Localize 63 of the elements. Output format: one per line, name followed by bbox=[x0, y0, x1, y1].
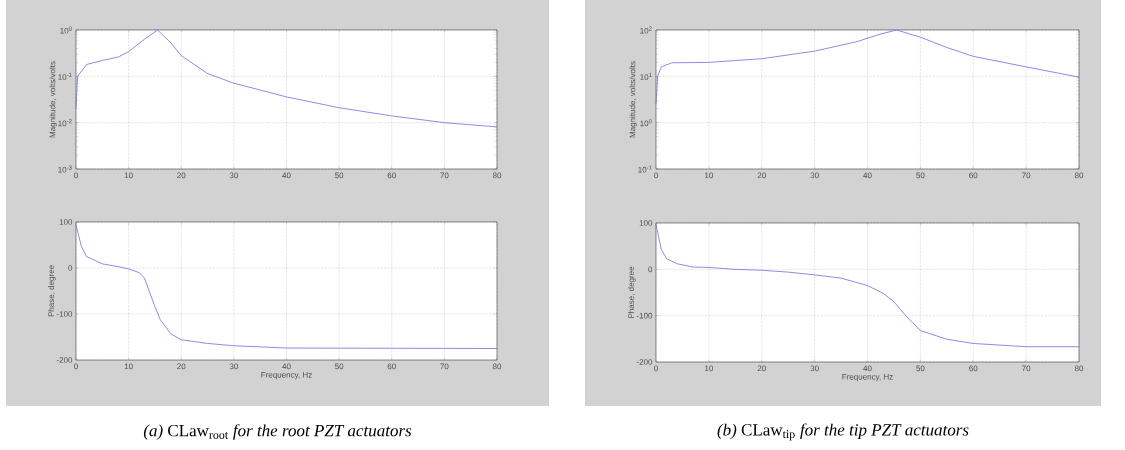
y-tick-label: 10$^{0}$ bbox=[640, 119, 652, 127]
x-tick-label: 60 bbox=[969, 365, 978, 372]
y-tick-label: 10$^{-1}$ bbox=[58, 72, 72, 80]
x-tick-label: 30 bbox=[810, 172, 819, 179]
x-tick-label: 40 bbox=[863, 365, 872, 372]
y-axis-title: Magnitude, volts/volts bbox=[49, 61, 57, 138]
x-tick-label: 10 bbox=[705, 365, 714, 372]
x-tick-label: 40 bbox=[282, 172, 291, 179]
x-tick-label: 20 bbox=[757, 172, 766, 179]
x-tick-label: 70 bbox=[440, 172, 449, 179]
y-tick-label: 10$^{1}$ bbox=[640, 72, 652, 80]
x-tick-label: 0 bbox=[74, 172, 78, 179]
x-tick-label: 60 bbox=[969, 172, 978, 179]
x-tick-label: 60 bbox=[387, 172, 396, 179]
y-tick-label: 100 bbox=[639, 220, 653, 226]
x-tick-label: 10 bbox=[705, 172, 714, 179]
text: (a) CLaw$_{root}$ for the root PZT actuators bbox=[143, 424, 412, 440]
x-tick-label: 0 bbox=[74, 363, 78, 370]
y-tick-label: 0 bbox=[68, 265, 73, 271]
x-tick-label: 80 bbox=[492, 363, 502, 370]
y-tick-label: 0 bbox=[648, 266, 653, 273]
x-tick-label: 30 bbox=[810, 365, 819, 372]
x-tick-label: 0 bbox=[654, 365, 658, 372]
x-tick-label: 60 bbox=[387, 363, 396, 370]
x-tick-label: 20 bbox=[177, 363, 186, 370]
y-axis-title: Magnitude, volts/volts bbox=[629, 61, 637, 138]
y-tick-label: 10$^{2}$ bbox=[640, 26, 652, 34]
y-tick-label: 10$^{-3}$ bbox=[58, 165, 72, 173]
x-tick-label: 70 bbox=[1022, 172, 1031, 179]
x-tick-label: 30 bbox=[229, 363, 239, 370]
y-tick-label: -100 bbox=[56, 311, 73, 317]
y-tick-label: 100 bbox=[59, 219, 73, 225]
x-tick-label: 80 bbox=[492, 172, 502, 179]
y-axis-title: Phase, degree bbox=[48, 265, 56, 317]
x-tick-label: 10 bbox=[124, 172, 133, 179]
x-tick-label: 10 bbox=[124, 363, 133, 370]
x-tick-label: 40 bbox=[863, 172, 872, 179]
y-tick-label: 10$^{0}$ bbox=[60, 26, 72, 34]
y-tick-label: -100 bbox=[636, 312, 653, 319]
x-tick-label: 0 bbox=[654, 172, 658, 179]
line-series bbox=[655, 29, 1080, 105]
x-tick-label: 20 bbox=[757, 365, 766, 372]
y-tick-label: 10$^{-1}$ bbox=[638, 165, 652, 173]
x-tick-label: 80 bbox=[1074, 365, 1084, 372]
line-series bbox=[655, 223, 1080, 348]
y-tick-label: -200 bbox=[636, 359, 653, 365]
x-axis-title: Frequency, Hz bbox=[261, 372, 312, 380]
x-tick-label: 50 bbox=[334, 363, 344, 370]
x-tick-label: 50 bbox=[916, 365, 925, 372]
x-tick-label: 80 bbox=[1074, 172, 1084, 179]
x-tick-label: 50 bbox=[334, 172, 344, 179]
line-series bbox=[75, 29, 498, 128]
x-tick-label: 20 bbox=[177, 172, 186, 179]
x-tick-label: 50 bbox=[916, 172, 925, 179]
y-tick-label: -200 bbox=[56, 357, 73, 363]
y-axis-title: Phase, degree bbox=[628, 266, 636, 318]
x-tick-label: 30 bbox=[229, 172, 239, 179]
x-axis-title: Frequency, Hz bbox=[842, 374, 893, 382]
x-tick-label: 70 bbox=[1022, 365, 1031, 372]
text: (b) CLaw$_{tip}$ for the tip PZT actuators bbox=[717, 423, 969, 441]
x-tick-label: 70 bbox=[440, 363, 449, 370]
x-tick-label: 40 bbox=[282, 363, 291, 370]
y-tick-label: 10$^{-2}$ bbox=[58, 119, 72, 127]
